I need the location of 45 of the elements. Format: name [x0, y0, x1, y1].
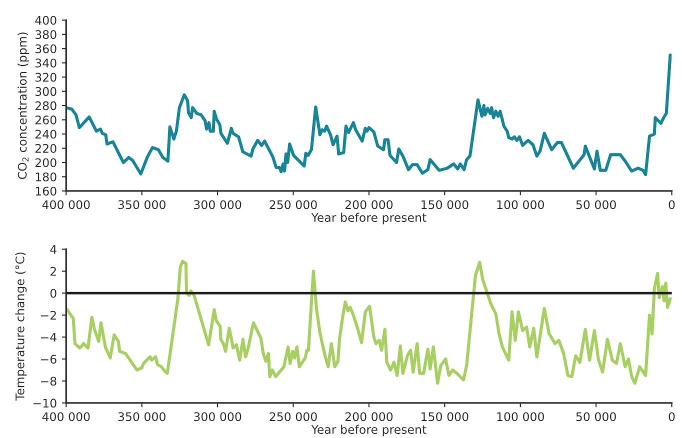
x-tick-label: 200 000: [345, 412, 393, 422]
y-tick-label: −10: [33, 398, 56, 408]
y-tick-label: −6: [40, 354, 56, 364]
x-tick-label: 0: [668, 412, 675, 422]
y-tick-label: −4: [40, 332, 56, 342]
y-tick-label: 2: [50, 266, 56, 276]
x-tick-label: 400 000: [42, 412, 90, 422]
y-tick-label: 0: [50, 288, 56, 298]
y-tick-label: −8: [40, 376, 56, 386]
x-tick-label: 300 000: [194, 200, 242, 210]
y-tick-label: 220: [35, 144, 56, 153]
y-tick-label: 260: [35, 116, 56, 124]
x-axis-title: Year before present: [311, 212, 426, 224]
y-axis-title: Temperature change (°C): [15, 252, 27, 401]
y-tick-label: 400: [35, 16, 56, 25]
y-tick-label: 4: [50, 245, 56, 254]
x-tick-label: 100 000: [497, 412, 544, 422]
y-tick-label: 200: [35, 158, 56, 168]
y-tick-label: −2: [40, 310, 56, 320]
line-series: [66, 53, 672, 176]
y-tick-label: 340: [35, 58, 56, 68]
x-tick-label: 200 000: [345, 200, 393, 210]
x-tick-label: 300 000: [194, 412, 242, 422]
x-tick-label: 0: [668, 200, 675, 210]
x-tick-label: 150 000: [422, 412, 468, 422]
y-tick-label: 360: [35, 44, 56, 54]
x-tick-label: 50 000: [576, 200, 616, 210]
y-axis-title: CO$_{2}$ concentration (ppm): [18, 32, 30, 180]
x-tick-label: 150 000: [422, 200, 468, 210]
x-tick-label: 50 000: [576, 412, 616, 422]
x-tick-label: 350 000: [118, 200, 166, 210]
y-tick-label: 160: [36, 186, 56, 196]
x-axis-title: Year before present: [311, 424, 426, 436]
line-series: [66, 260, 672, 385]
y-tick-label: 280: [35, 101, 56, 110]
x-tick-label: 400 000: [42, 200, 90, 210]
y-tick-label: 380: [35, 30, 56, 40]
y-tick-label: 320: [35, 72, 56, 82]
x-tick-label: 350 000: [118, 412, 166, 422]
y-tick-label: 180: [36, 172, 56, 182]
x-tick-label: 100 000: [497, 200, 544, 210]
x-tick-label: 250 000: [270, 412, 317, 422]
y-tick-label: 300: [35, 87, 56, 96]
y-tick-label: 240: [35, 130, 56, 139]
x-tick-label: 250 000: [270, 200, 317, 210]
